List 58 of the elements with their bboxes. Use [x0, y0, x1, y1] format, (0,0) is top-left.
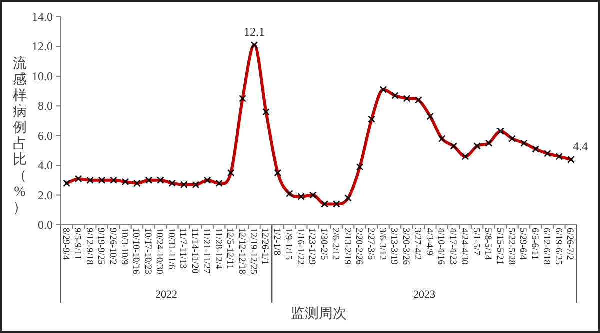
- y-tick-label: 8.0: [38, 99, 53, 114]
- y-tick-label: 12.0: [32, 40, 53, 54]
- x-tick-label: 5/1-5/7: [470, 228, 481, 256]
- x-tick-label: 12/19-12/25: [248, 228, 258, 275]
- y-tick-label: 0.0: [38, 218, 53, 232]
- x-tick-label: 2/27-3/5: [365, 228, 376, 260]
- x-tick-label: 12/26-1/1: [260, 228, 270, 266]
- x-tick-label: 11/21-11/27: [201, 228, 212, 274]
- y-tick-label: 14.0: [32, 10, 53, 24]
- x-tick-label: 2/13-2/19: [342, 228, 352, 266]
- x-tick-label: 2/20-2/26: [354, 228, 364, 266]
- x-axis-title: 监测周次: [291, 306, 347, 322]
- x-tick-label: 6/19-6/25: [552, 228, 563, 266]
- x-tick-label: 6/26-7/2: [564, 228, 575, 260]
- x-tick-label: 3/6-3/12: [377, 228, 387, 260]
- x-tick-label: 8/29-9/4: [60, 228, 70, 260]
- x-tick-label: 11/28-12/4: [212, 228, 223, 270]
- text: 2022: [156, 289, 178, 301]
- x-tick-label: 1/30-2/5: [318, 228, 328, 260]
- x-tick-label: 11/14-11/20: [189, 228, 200, 274]
- x-tick-label: 9/19-9/25: [96, 228, 106, 266]
- x-tick-label: 4/3-4/9: [424, 228, 434, 256]
- x-tick-label: 5/15-5/21: [494, 228, 504, 266]
- x-tick-label: 1/23-1/29: [306, 228, 317, 266]
- x-tick-label: 10/31-11/6: [166, 228, 176, 270]
- x-tick-label: 6/12-6/18: [541, 228, 552, 266]
- data-label: 12.1: [244, 25, 265, 40]
- x-tick-label: 9/26-10/2: [107, 228, 118, 266]
- text: 2023: [414, 289, 436, 301]
- x-tick-label: 1/16-1/22: [294, 228, 305, 266]
- x-tick-label: 4/10-4/16: [436, 228, 446, 266]
- x-tick-label: 1/2-1/8: [271, 228, 282, 256]
- x-tick-label: 11/7-11/13: [178, 228, 188, 270]
- x-tick-label: 6/5-6/11: [529, 228, 540, 260]
- x-tick-label: 10/24-10/30: [154, 228, 164, 275]
- x-tick-label: 9/12-9/18: [84, 228, 94, 266]
- x-tick-label: 5/22-5/28: [506, 228, 516, 266]
- x-tick-label: 1/9-1/15: [283, 228, 294, 260]
- y-tick-label: 6.0: [38, 128, 53, 143]
- x-tick-label: 3/20-3/26: [400, 228, 410, 266]
- x-tick-label: 12/12-12/18: [236, 228, 246, 275]
- y-tick-label: 2.0: [38, 188, 53, 202]
- x-tick-label: 5/8-5/14: [482, 228, 493, 260]
- x-tick-label: 12/5-12/11: [224, 228, 235, 270]
- x-tick-label: 10/10-10/16: [130, 228, 141, 275]
- x-tick-label: 5/29-6/4: [518, 228, 528, 260]
- x-tick-label: 4/17-4/23: [447, 228, 458, 266]
- x-tick-label: 9/5-9/11: [72, 228, 82, 260]
- x-tick-label: 2/6-2/12: [330, 228, 340, 260]
- y-tick-label: 10.0: [32, 69, 53, 84]
- data-label: 4.4: [573, 140, 588, 154]
- y-tick-label: 4.0: [38, 158, 53, 173]
- x-tick-label: 3/27-4/2: [412, 228, 422, 260]
- x-tick-label: 4/24-4/30: [459, 228, 470, 266]
- text: 流感样病例占比（%）: [13, 57, 27, 216]
- x-tick-label: 3/13-3/19: [388, 228, 399, 266]
- x-tick-label: 10/17-10/23: [142, 228, 152, 275]
- x-tick-label: 10/3-10/9: [119, 228, 129, 266]
